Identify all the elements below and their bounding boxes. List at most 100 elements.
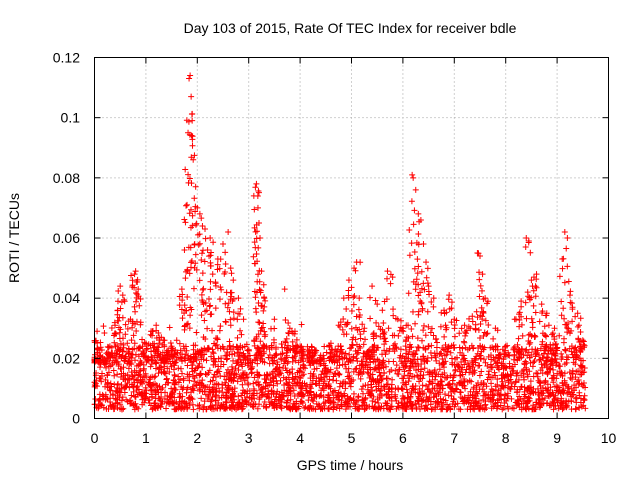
data-point [129,372,136,379]
x-tick-label: 0 [91,430,99,446]
data-point [122,321,129,328]
x-axis-tick-labels: 0 1 2 3 4 5 6 7 8 9 10 [91,430,617,446]
data-point [139,396,146,403]
data-point [126,358,133,365]
data-point [423,259,430,266]
data-point [182,400,189,407]
data-point [168,344,175,351]
data-point [103,358,110,365]
x-tick-label: 8 [502,430,510,446]
data-point [438,350,445,357]
data-point [352,267,359,274]
data-point [333,405,340,412]
data-point [450,396,457,403]
data-point [320,352,327,359]
data-point [476,372,483,379]
data-point [430,332,437,339]
data-point [225,300,232,307]
data-point [297,384,304,391]
data-point [350,301,357,308]
data-point [171,386,178,393]
data-point [405,290,412,297]
data-point [436,366,443,373]
data-point [323,373,330,380]
data-point [177,354,184,361]
data-point [563,245,570,252]
data-point [485,371,492,378]
data-point [352,324,359,331]
data-point [561,361,568,368]
data-point [352,366,359,373]
data-point [192,260,199,267]
data-point [107,395,114,402]
data-point [345,369,352,376]
data-point [411,207,418,214]
data-point [243,374,250,381]
data-point [132,268,139,275]
data-point [196,210,203,217]
data-point [556,368,563,375]
data-point [526,368,533,375]
data-point [222,319,229,326]
data-point [448,305,455,312]
data-point [117,389,124,396]
data-point [95,405,102,412]
data-point [474,314,481,321]
data-point [132,298,139,305]
data-point [422,402,429,409]
data-point [237,359,244,366]
data-point [255,189,262,196]
data-point [181,247,188,254]
data-point [362,394,369,401]
data-point [367,315,374,322]
data-point [172,347,179,354]
data-point [448,299,455,306]
data-point [542,312,549,319]
data-point [149,340,156,347]
data-point [121,357,128,364]
data-point [260,403,267,410]
data-point [310,398,317,405]
data-point [152,389,159,396]
data-point [403,354,410,361]
data-point [377,372,384,379]
data-point [329,358,336,365]
data-point [249,403,256,410]
data-point [113,354,120,361]
data-point [461,395,468,402]
data-point [508,395,515,402]
data-point [477,381,484,388]
data-point [110,367,117,374]
data-point [111,372,118,379]
data-point [97,401,104,408]
data-point [422,332,429,339]
data-point [135,286,142,293]
data-point [331,403,338,410]
data-point [97,353,104,360]
data-point [308,354,315,361]
data-point [199,382,206,389]
data-point [441,310,448,317]
data-point [172,359,179,366]
data-point [385,388,392,395]
data-point [536,356,543,363]
data-point [110,406,117,413]
data-point [256,396,263,403]
data-point [132,400,139,407]
data-point [366,403,373,410]
data-point [181,302,188,309]
data-point [191,152,198,159]
data-point [425,283,432,290]
data-point [210,384,217,391]
x-tick-label: 5 [348,430,356,446]
data-point [336,371,343,378]
data-point [216,327,223,334]
data-point [366,294,373,301]
data-point [386,405,393,412]
data-point [202,371,209,378]
data-point [114,342,121,349]
data-point [372,405,379,412]
data-point [207,286,214,293]
data-point [268,399,275,406]
data-point [468,342,475,349]
